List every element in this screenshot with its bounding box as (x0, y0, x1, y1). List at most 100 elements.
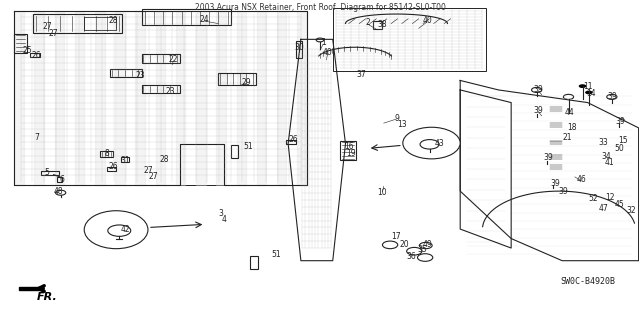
Text: 23: 23 (136, 71, 145, 80)
Text: 5: 5 (45, 168, 50, 177)
Text: 22: 22 (169, 56, 178, 64)
Text: FR.: FR. (36, 292, 57, 302)
Text: 27: 27 (148, 172, 158, 182)
Text: 45: 45 (614, 200, 625, 209)
Text: 2003 Acura NSX Retainer, Front Roof  Diagram for 85142-SL0-T00: 2003 Acura NSX Retainer, Front Roof Diag… (195, 3, 445, 12)
Bar (373, 21, 383, 29)
Text: 44: 44 (565, 108, 575, 117)
Text: SW0C-B4920B: SW0C-B4920B (561, 277, 616, 286)
Text: 33: 33 (598, 137, 609, 147)
Bar (100, 151, 113, 157)
Text: 8: 8 (104, 149, 109, 158)
Text: 30: 30 (294, 43, 304, 52)
Text: 51: 51 (244, 142, 253, 151)
Text: 4: 4 (222, 215, 227, 224)
Bar (84, 17, 116, 30)
Text: 24: 24 (199, 15, 209, 24)
Circle shape (579, 84, 586, 88)
Polygon shape (19, 286, 43, 290)
Bar (41, 171, 59, 175)
Bar (548, 154, 564, 160)
Text: 27: 27 (42, 22, 52, 31)
Text: 36: 36 (406, 252, 416, 261)
Bar (30, 53, 40, 57)
Text: 39: 39 (559, 187, 568, 196)
Bar (14, 11, 307, 185)
Text: 38: 38 (378, 20, 387, 29)
Bar (548, 122, 564, 128)
Text: 27: 27 (143, 166, 153, 175)
Bar (591, 192, 607, 198)
Text: 43: 43 (435, 138, 445, 148)
Text: 39: 39 (533, 85, 543, 94)
Bar (340, 141, 356, 160)
Text: 46: 46 (577, 174, 586, 184)
Text: 14: 14 (586, 89, 596, 98)
Text: 2: 2 (365, 19, 370, 27)
Text: 13: 13 (397, 120, 406, 129)
Text: 35: 35 (417, 245, 427, 254)
Ellipse shape (403, 127, 460, 159)
Bar (250, 256, 257, 269)
Text: 23: 23 (166, 87, 175, 96)
Text: 39: 39 (607, 93, 617, 101)
Text: 26: 26 (31, 51, 41, 60)
Bar (121, 157, 129, 162)
Text: 32: 32 (626, 206, 636, 215)
Circle shape (585, 91, 593, 94)
Text: 17: 17 (392, 233, 401, 241)
Text: 52: 52 (588, 194, 598, 203)
Bar (141, 54, 180, 63)
Polygon shape (460, 90, 511, 248)
Text: 29: 29 (242, 78, 252, 86)
Text: 28: 28 (159, 155, 168, 164)
Text: 26: 26 (108, 162, 118, 171)
Text: 1: 1 (321, 38, 326, 47)
Text: 7: 7 (34, 133, 39, 143)
Bar (296, 41, 301, 58)
Text: 10: 10 (378, 188, 387, 197)
Bar (614, 198, 630, 204)
Bar (548, 106, 564, 112)
Bar (218, 72, 256, 85)
Bar (33, 14, 122, 33)
Text: 26: 26 (289, 135, 298, 145)
Bar (286, 140, 296, 144)
Text: 40: 40 (323, 48, 333, 57)
Bar (333, 8, 486, 71)
Text: 39: 39 (533, 106, 543, 115)
Text: 37: 37 (356, 70, 366, 78)
Text: 19: 19 (346, 149, 355, 158)
Text: 11: 11 (583, 82, 593, 91)
Bar (109, 69, 141, 77)
Text: 50: 50 (614, 144, 625, 153)
Text: 49: 49 (422, 240, 432, 249)
Text: 39: 39 (551, 179, 561, 188)
Text: 40: 40 (422, 16, 432, 25)
Text: 3: 3 (219, 209, 223, 218)
Text: 28: 28 (108, 16, 118, 25)
Bar (106, 167, 116, 171)
Text: 21: 21 (563, 133, 572, 142)
Text: 12: 12 (605, 193, 614, 202)
Bar (231, 145, 239, 158)
Text: 16: 16 (344, 142, 353, 151)
Bar (141, 85, 180, 93)
Bar (14, 33, 27, 53)
Text: 18: 18 (567, 123, 577, 132)
Text: 25: 25 (22, 46, 32, 55)
Text: 39: 39 (543, 153, 553, 162)
Text: 39: 39 (616, 117, 626, 126)
Text: 47: 47 (598, 204, 609, 213)
Text: 41: 41 (605, 158, 615, 167)
Text: 51: 51 (272, 250, 282, 259)
Text: 42: 42 (121, 225, 131, 234)
Polygon shape (460, 80, 639, 261)
Bar (602, 203, 618, 209)
Text: 20: 20 (399, 240, 409, 249)
Bar (548, 164, 564, 170)
Text: 34: 34 (602, 152, 612, 161)
Text: 48: 48 (54, 187, 63, 196)
Ellipse shape (84, 211, 148, 249)
Bar (548, 140, 564, 145)
